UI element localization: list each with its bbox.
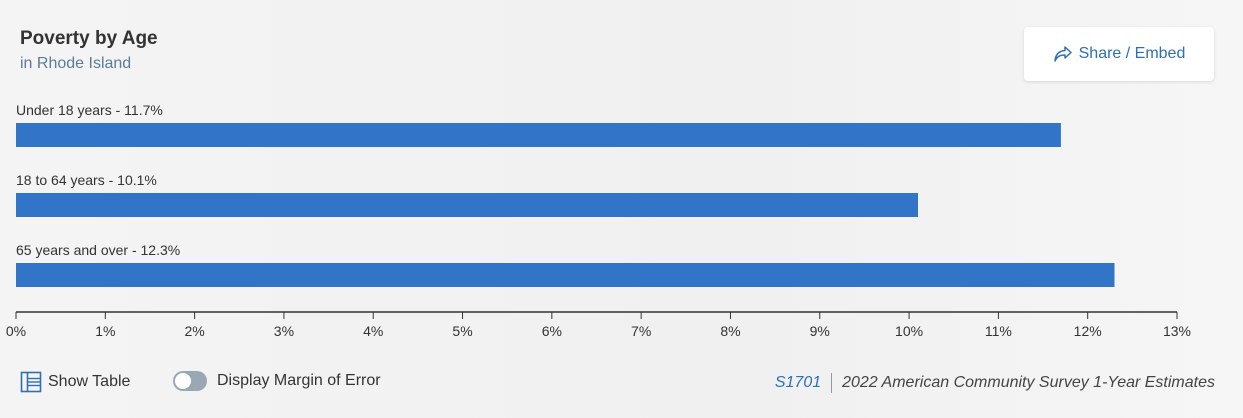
bar[interactable] [16,263,1115,287]
x-tick-label: 5% [452,323,472,339]
bar-label: Under 18 years - 11.7% [16,102,163,118]
margin-of-error-label: Display Margin of Error [217,372,381,389]
x-tick-label: 10% [895,323,923,339]
share-icon [1053,46,1072,62]
bar[interactable] [16,193,919,217]
x-tick-label: 2% [184,323,204,339]
x-tick-label: 7% [631,323,651,339]
chart-footer: Show Table Display Margin of Error S1701… [0,365,1243,401]
show-table-button[interactable]: Show Table [20,371,130,393]
source-divider [831,373,833,393]
bar-label: 65 years and over - 12.3% [16,242,180,258]
show-table-label: Show Table [48,373,131,390]
margin-of-error-toggle[interactable] [173,371,207,391]
x-tick-label: 4% [363,323,383,339]
x-tick-label: 6% [542,323,562,339]
share-embed-label: Share / Embed [1078,45,1186,62]
chart-subtitle: in Rhode Island [20,55,132,72]
bar-label: 18 to 64 years - 10.1% [16,172,157,188]
x-tick-label: 3% [274,323,294,339]
x-tick-label: 13% [1163,323,1191,339]
source-table-link[interactable]: S1701 [774,374,822,391]
x-tick-label: 11% [985,323,1012,339]
toggle-knob [175,373,191,389]
source-citation: S1701 2022 American Community Survey 1-Y… [775,373,1215,393]
x-tick-label: 9% [810,323,830,339]
table-icon [20,371,42,393]
share-embed-button[interactable]: Share / Embed [1024,27,1214,81]
x-tick-label: 12% [1074,323,1102,339]
chart-title: Poverty by Age [20,28,158,49]
x-tick-label: 8% [720,323,740,339]
x-tick-label: 1% [95,323,115,339]
bar[interactable] [16,123,1061,147]
bar-chart: Under 18 years - 11.7% 18 to 64 years - 1… [6,102,1191,339]
x-tick-label: 0% [6,323,26,339]
source-survey-label: 2022 American Community Survey 1-Year Es… [842,374,1215,391]
margin-of-error-control: Display Margin of Error [173,371,381,391]
